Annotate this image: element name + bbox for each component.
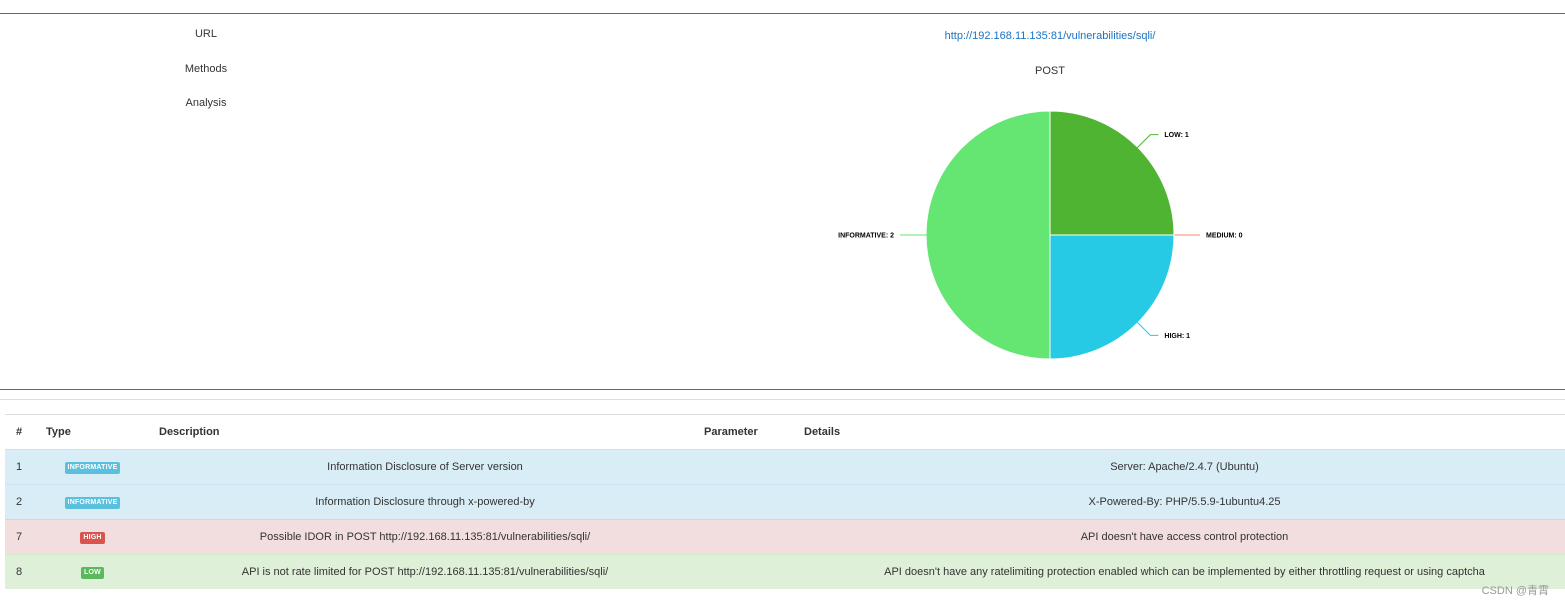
- row-details: API doesn't have access control protecti…: [804, 519, 1565, 555]
- table-top-rule: [0, 399, 1565, 400]
- header-parameter: Parameter: [704, 414, 804, 450]
- row-description: API is not rate limited for POST http://…: [146, 554, 704, 589]
- row-details: Server: Apache/2.4.7 (Ubuntu): [804, 449, 1565, 485]
- header-num: #: [5, 414, 39, 450]
- row-description: Possible IDOR in POST http://192.168.11.…: [146, 519, 704, 555]
- methods-label: Methods: [184, 63, 228, 75]
- pie-leader-low: [1134, 134, 1159, 151]
- severity-badge: HIGH: [80, 532, 105, 544]
- row-parameter: [704, 554, 804, 589]
- severity-badge: INFORMATIVE: [64, 497, 121, 509]
- severity-pie-chart: LOW: 1 MEDIUM: 0 HIGH: 1 INFORMATIVE: 2: [838, 110, 1243, 360]
- row-parameter: [704, 519, 804, 555]
- pie-slice-high: [1049, 234, 1175, 360]
- row-parameter: [704, 449, 804, 485]
- table-row: 1 INFORMATIVE Information Disclosure of Se…: [5, 449, 1565, 485]
- top-divider: [0, 13, 1565, 14]
- csdn-watermark: CSDN @青霄: [1481, 585, 1549, 597]
- table-row: 7 HIGH Possible IDOR in POST http://192.16…: [5, 519, 1565, 555]
- pie-slice-informative: [925, 110, 1051, 360]
- row-number: 7: [5, 519, 39, 555]
- row-type: INFORMATIVE: [39, 449, 146, 485]
- row-type: INFORMATIVE: [39, 484, 146, 520]
- pie-slice-low: [1049, 110, 1175, 236]
- analysis-label: Analysis: [185, 97, 227, 109]
- row-number: 2: [5, 484, 39, 520]
- pie-label-high: HIGH: 1: [1164, 333, 1190, 340]
- header-details: Details: [804, 414, 1565, 450]
- row-description: Information Disclosure of Server version: [146, 449, 704, 485]
- row-number: 1: [5, 449, 39, 485]
- row-type: LOW: [39, 554, 146, 589]
- pie-label-low: LOW: 1: [1164, 132, 1188, 139]
- table-row: 8 LOW API is not rate limited for POST htt…: [5, 554, 1565, 589]
- method-value: POST: [1035, 65, 1065, 77]
- table-row: 2 INFORMATIVE Information Disclosure throu…: [5, 484, 1565, 520]
- pie-label-medium: MEDIUM: 0: [1206, 233, 1243, 240]
- row-details: X-Powered-By: PHP/5.5.9-1ubuntu4.25: [804, 484, 1565, 520]
- pie-leader-high: [1134, 319, 1159, 336]
- url-value-cell: http://192.168.11.135:81/vulnerabilities…: [850, 30, 1250, 42]
- row-number: 8: [5, 554, 39, 589]
- section-divider: [0, 389, 1565, 390]
- header-description: Description: [146, 414, 704, 450]
- severity-badge: LOW: [81, 567, 104, 579]
- severity-badge: INFORMATIVE: [64, 462, 121, 474]
- row-type: HIGH: [39, 519, 146, 555]
- table-header-row: # Type Description Parameter Details: [5, 414, 1565, 450]
- header-type: Type: [39, 414, 146, 450]
- row-description: Information Disclosure through x-powered…: [146, 484, 704, 520]
- row-details: API doesn't have any ratelimiting protec…: [804, 554, 1565, 589]
- url-link[interactable]: http://192.168.11.135:81/vulnerabilities…: [944, 30, 1156, 42]
- vulnerability-table: # Type Description Parameter Details 1 IN…: [5, 414, 1565, 589]
- url-label: URL: [194, 28, 217, 40]
- pie-label-informative: INFORMATIVE: 2: [838, 233, 894, 240]
- row-parameter: [704, 484, 804, 520]
